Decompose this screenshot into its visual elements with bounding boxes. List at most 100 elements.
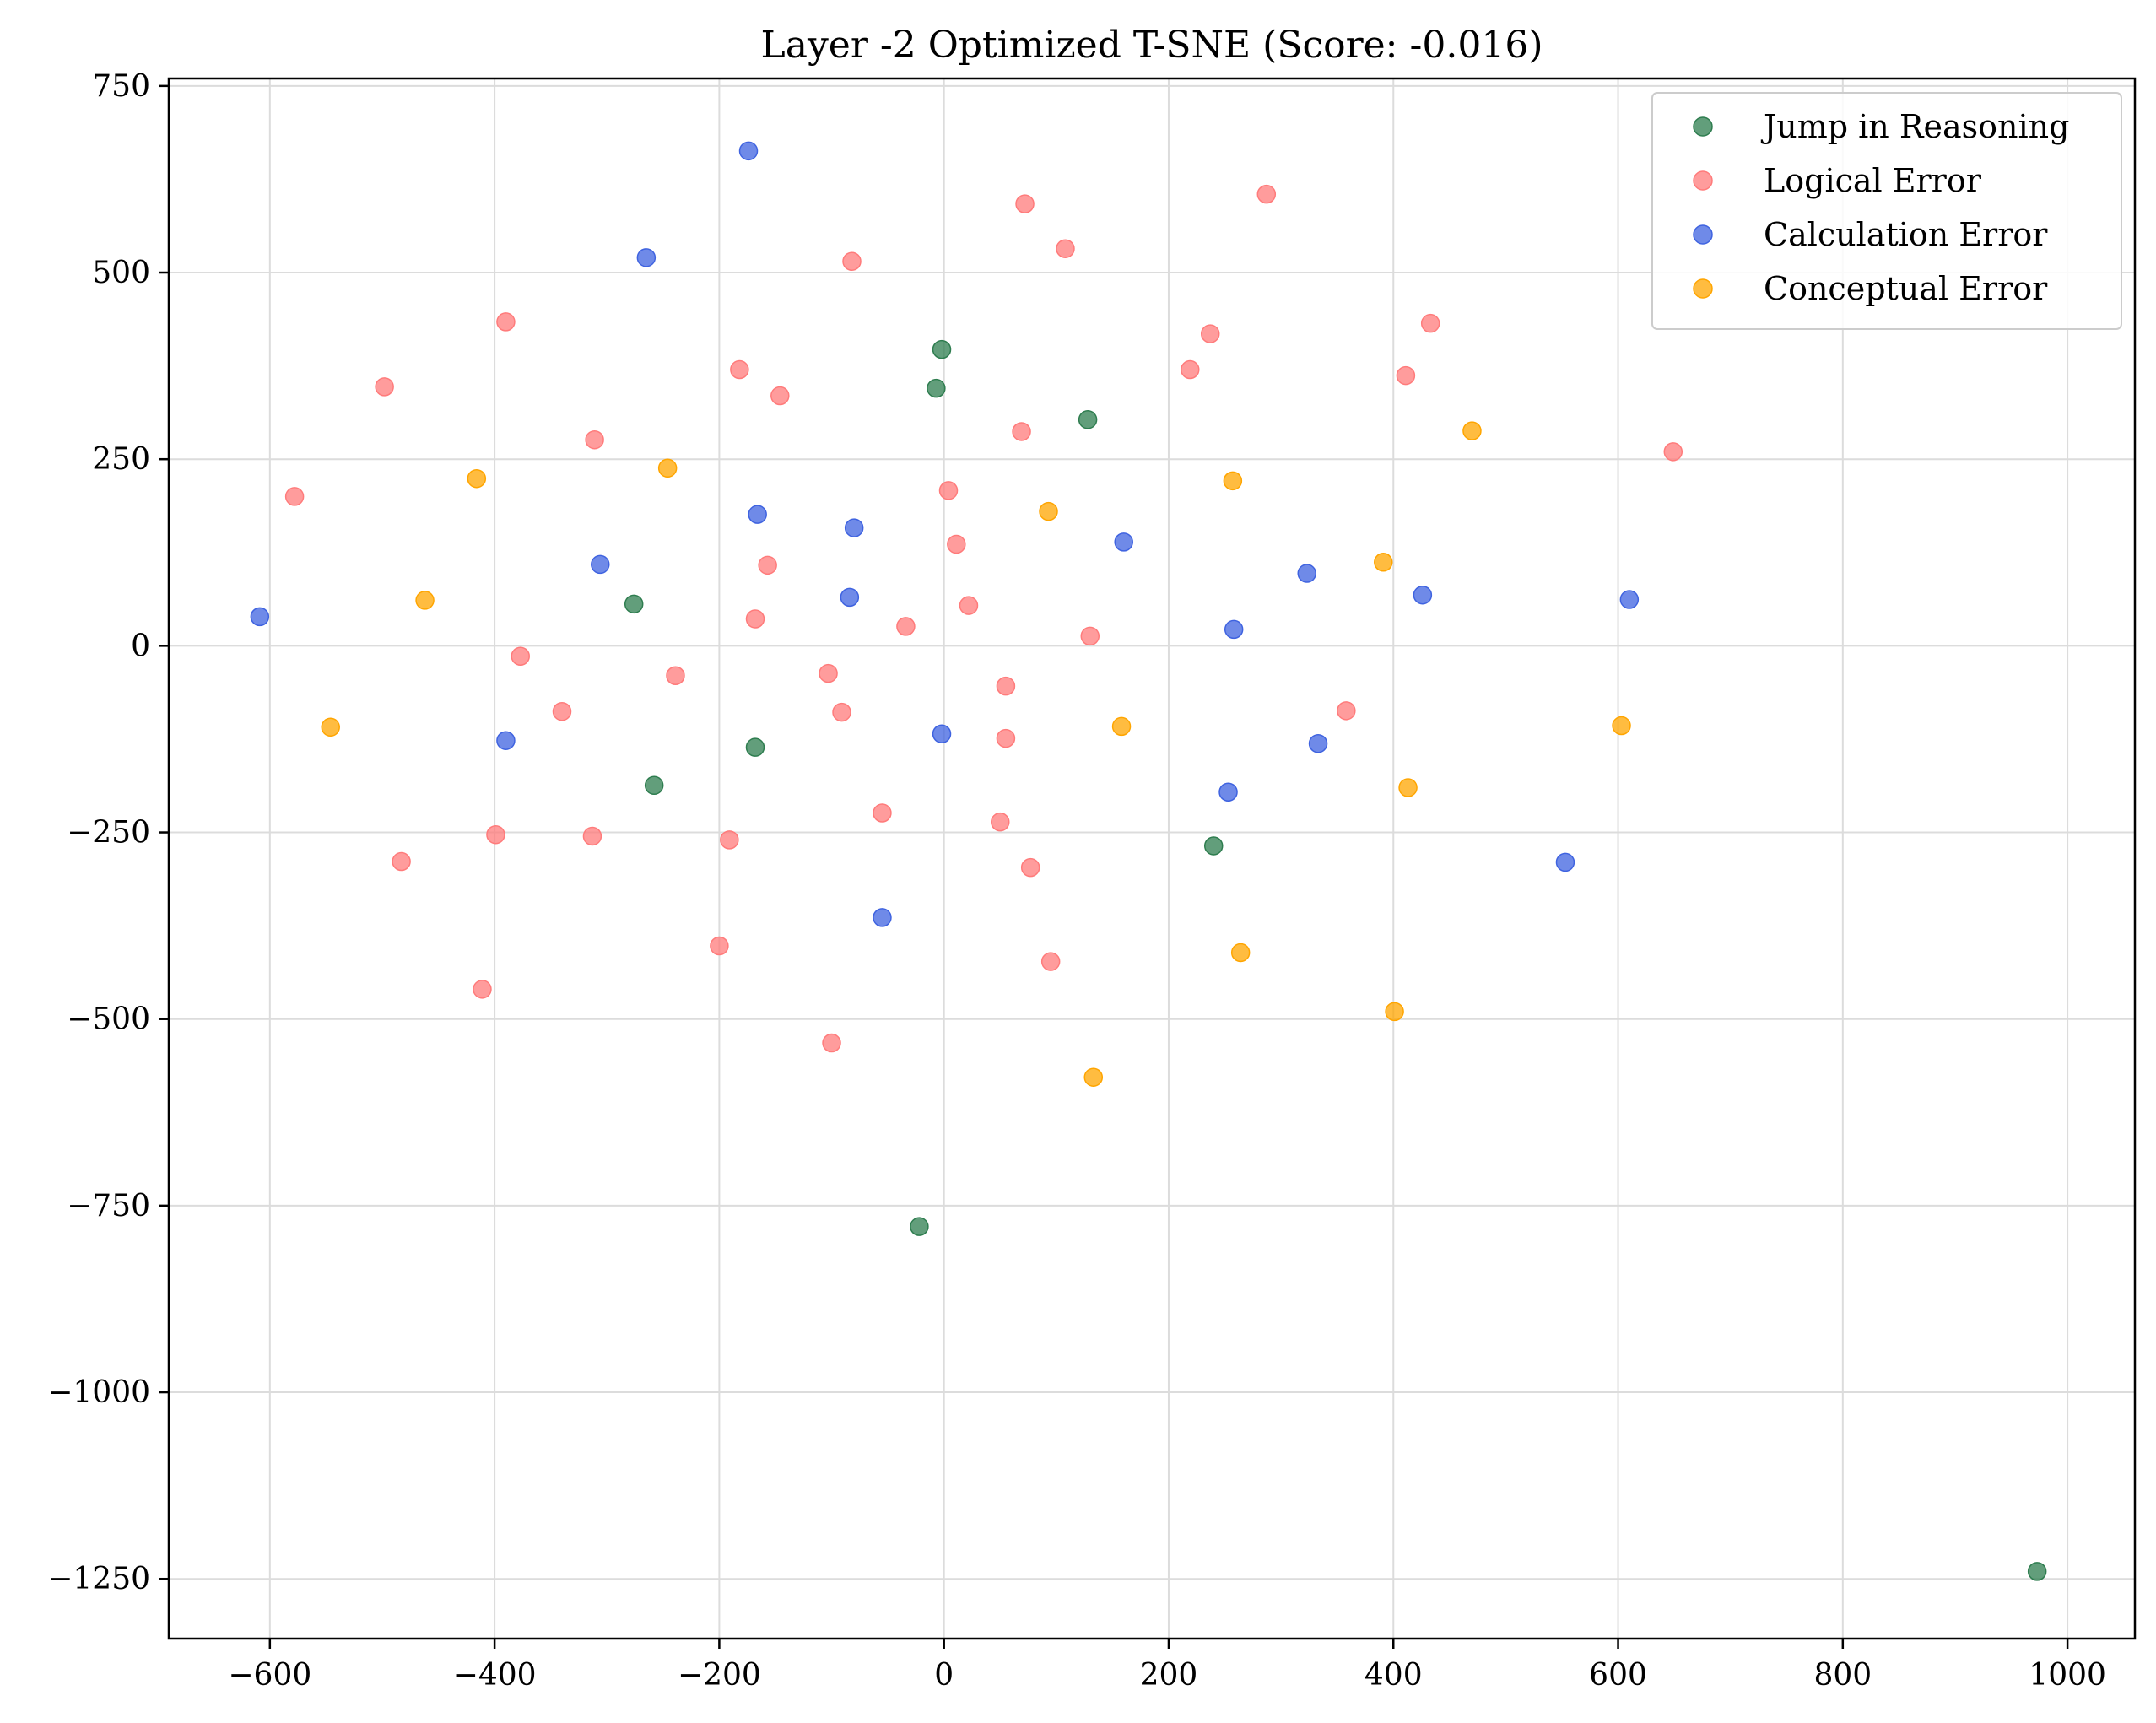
y-tick-label: −500: [67, 1002, 150, 1037]
scatter-point: [932, 339, 952, 359]
scatter-point: [1200, 324, 1220, 343]
scatter-point: [873, 908, 892, 927]
x-axis-ticks: −600 −400 −200 0 200 400 600 800 1000: [228, 1639, 2106, 1693]
x-tick-label: −400: [453, 1658, 537, 1693]
scatter-point: [657, 458, 678, 478]
scatter-point: [1111, 716, 1132, 737]
scatter-point: [1223, 471, 1243, 491]
scatter-point: [1374, 553, 1393, 572]
scatter-point: [1462, 421, 1482, 440]
scatter-point: [644, 775, 664, 796]
scatter-point: [748, 505, 767, 524]
scatter-point: [1218, 782, 1238, 802]
scatter-point: [1256, 184, 1277, 204]
x-tick-label: 200: [1140, 1658, 1198, 1693]
scatter-point: [910, 1217, 929, 1236]
scatter-point: [321, 717, 340, 737]
scatter-point: [1015, 194, 1035, 213]
series-0: [624, 339, 2047, 1581]
series-1: [284, 184, 1683, 1053]
scatter-point: [1114, 532, 1133, 552]
scatter-point: [938, 481, 959, 500]
scatter-point: [822, 1033, 841, 1053]
legend-label: Logical Error: [1764, 162, 1982, 199]
y-tick-label: −1250: [47, 1562, 150, 1596]
x-tick-label: 0: [934, 1658, 954, 1693]
scatter-point: [996, 676, 1016, 696]
legend-marker: [1693, 224, 1713, 245]
scatter-point: [1612, 716, 1631, 736]
scatter-point: [1080, 626, 1100, 646]
scatter-point: [832, 702, 851, 722]
scatter-point: [473, 980, 492, 999]
y-axis-ticks: 750 500 250 0 −250 −500 −750 −1000 −1250: [47, 69, 169, 1596]
x-tick-label: 400: [1364, 1658, 1423, 1693]
scatter-point: [1040, 952, 1061, 971]
series-2: [250, 141, 1640, 927]
scatter-point: [1396, 365, 1416, 386]
scatter-point: [896, 617, 916, 636]
scatter-point: [819, 663, 838, 683]
scatter-point: [1230, 943, 1251, 963]
legend-box: [1651, 92, 2122, 330]
legend-marker: [1693, 278, 1713, 299]
scatter-point: [486, 824, 505, 845]
scatter-point: [1224, 619, 1244, 640]
scatter-point: [666, 666, 685, 686]
scatter-point: [770, 386, 790, 406]
scatter-point: [1083, 1067, 1104, 1087]
scatter-point: [1203, 836, 1224, 856]
scatter-point: [591, 554, 610, 575]
scatter-point: [375, 377, 394, 397]
scatter-point: [1413, 585, 1433, 605]
scatter-point: [738, 141, 759, 161]
plot-area-frame: [167, 77, 2137, 1640]
scatter-point: [840, 587, 860, 608]
scatter-point: [959, 596, 979, 615]
x-tick-label: −600: [228, 1658, 311, 1693]
scatter-point: [1420, 313, 1440, 333]
scatter-point: [636, 248, 657, 267]
scatter-point: [927, 378, 946, 398]
scatter-point: [1663, 442, 1683, 462]
y-tick-label: −250: [67, 816, 150, 851]
x-tick-label: 1000: [2029, 1658, 2106, 1693]
scatter-point: [991, 812, 1010, 832]
scatter-point: [624, 594, 644, 614]
y-tick-label: 250: [92, 442, 150, 477]
scatter-point: [730, 359, 749, 380]
chart-title: Layer -2 Optimized T-SNE (Score: -0.016): [761, 24, 1543, 67]
scatter-point: [1012, 422, 1031, 441]
legend-marker: [1693, 116, 1713, 137]
scatter-point: [1337, 701, 1356, 721]
series-3: [321, 421, 1631, 1087]
y-tick-label: −1000: [47, 1375, 150, 1410]
scatter-point: [758, 555, 777, 575]
scatter-point: [250, 607, 270, 627]
scatter-point: [1385, 1002, 1404, 1022]
scatter-point: [1039, 501, 1058, 521]
legend-marker: [1693, 170, 1713, 191]
scatter-point: [1555, 852, 1575, 872]
y-tick-label: −750: [67, 1189, 150, 1223]
scatter-point: [1297, 564, 1316, 583]
scatter-point: [284, 487, 305, 506]
scatter-point: [947, 534, 966, 554]
scatter-point: [873, 803, 892, 823]
scatter-point: [1181, 359, 1200, 380]
scatter-point: [1056, 239, 1075, 258]
scatter-point: [932, 724, 952, 744]
data-points: [250, 141, 2047, 1581]
legend-label: Conceptual Error: [1764, 270, 2048, 307]
legend: Jump in Reasoning Logical Error Calculatio…: [1651, 92, 2122, 330]
scatter-point: [844, 518, 864, 537]
scatter-point: [710, 936, 729, 956]
scatter-point: [392, 851, 411, 872]
scatter-point: [467, 468, 487, 489]
x-tick-label: 800: [1813, 1658, 1872, 1693]
scatter-point: [2027, 1562, 2047, 1581]
scatter-point: [582, 826, 602, 846]
scatter-point: [511, 646, 530, 666]
x-tick-label: −200: [678, 1658, 761, 1693]
